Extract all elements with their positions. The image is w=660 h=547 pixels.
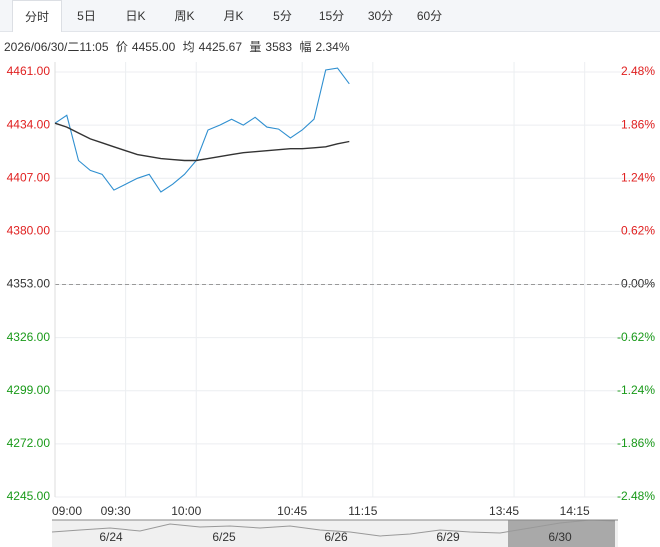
- tab[interactable]: 60分: [416, 9, 443, 23]
- tab[interactable]: 5分: [273, 9, 292, 23]
- info-value: 3583: [265, 40, 293, 54]
- y-tick-label: 4461.00: [7, 64, 51, 78]
- x-tick-label: 14:15: [560, 504, 590, 518]
- navigator-label: 6/24: [99, 530, 123, 544]
- info-time: 2026/06/30/二11:05: [4, 40, 109, 54]
- y2-tick-label: -1.86%: [617, 436, 655, 450]
- x-tick-label: 13:45: [489, 504, 519, 518]
- info-label: 量: [249, 40, 262, 54]
- x-tick-label: 09:00: [52, 504, 82, 518]
- y-tick-label: 4272.00: [7, 436, 51, 450]
- y-tick-label: 4353.00: [7, 277, 51, 291]
- y2-tick-label: 0.62%: [621, 224, 655, 238]
- y-tick-label: 4434.00: [7, 117, 51, 131]
- tab[interactable]: 月K: [223, 9, 244, 23]
- navigator-label: 6/29: [436, 530, 460, 544]
- y2-tick-label: 2.48%: [621, 64, 655, 78]
- series-line: [54, 67, 350, 193]
- info-value: 2.34%: [315, 40, 350, 54]
- y2-tick-label: -1.24%: [617, 383, 655, 397]
- y2-tick-label: -0.62%: [617, 330, 655, 344]
- tab[interactable]: 日K: [125, 9, 146, 23]
- info-label: 价: [115, 40, 128, 54]
- tab[interactable]: 30分: [367, 9, 394, 23]
- y-tick-label: 4299.00: [7, 383, 51, 397]
- y2-tick-label: 1.86%: [621, 117, 655, 131]
- navigator-window[interactable]: [508, 520, 615, 547]
- info-value: 4425.67: [198, 40, 243, 54]
- y-tick-label: 4380.00: [7, 224, 51, 238]
- info-value: 4455.00: [131, 40, 176, 54]
- tab[interactable]: 分时: [12, 0, 62, 32]
- navigator-line: [51, 519, 616, 537]
- tab[interactable]: 5日: [77, 9, 96, 23]
- navigator-label: 6/30: [548, 530, 572, 544]
- x-tick-label: 10:00: [171, 504, 201, 518]
- info-label: 幅: [299, 40, 312, 54]
- y-tick-label: 4407.00: [7, 170, 51, 184]
- series-line: [54, 122, 350, 162]
- x-tick-label: 09:30: [101, 504, 131, 518]
- y2-tick-label: 1.24%: [621, 170, 655, 184]
- tab[interactable]: 周K: [174, 9, 195, 23]
- y-tick-label: 4326.00: [7, 330, 51, 344]
- x-tick-label: 10:45: [277, 504, 307, 518]
- navigator-label: 6/26: [324, 530, 348, 544]
- navigator-label: 6/25: [212, 530, 236, 544]
- tab[interactable]: 15分: [318, 9, 345, 23]
- y-tick-label: 4245.00: [7, 489, 51, 503]
- tab-bar: 分时 5日 日K 周K 月K 5分 15分 30分 60分: [0, 0, 660, 32]
- y2-tick-label: 0.00%: [621, 277, 655, 291]
- info-bar: 2026/06/30/二11:05 价 4455.00 均 4425.67 量 358…: [4, 38, 354, 55]
- info-label: 均: [182, 40, 195, 54]
- x-tick-label: 11:15: [348, 504, 377, 518]
- y2-tick-label: -2.48%: [617, 489, 655, 503]
